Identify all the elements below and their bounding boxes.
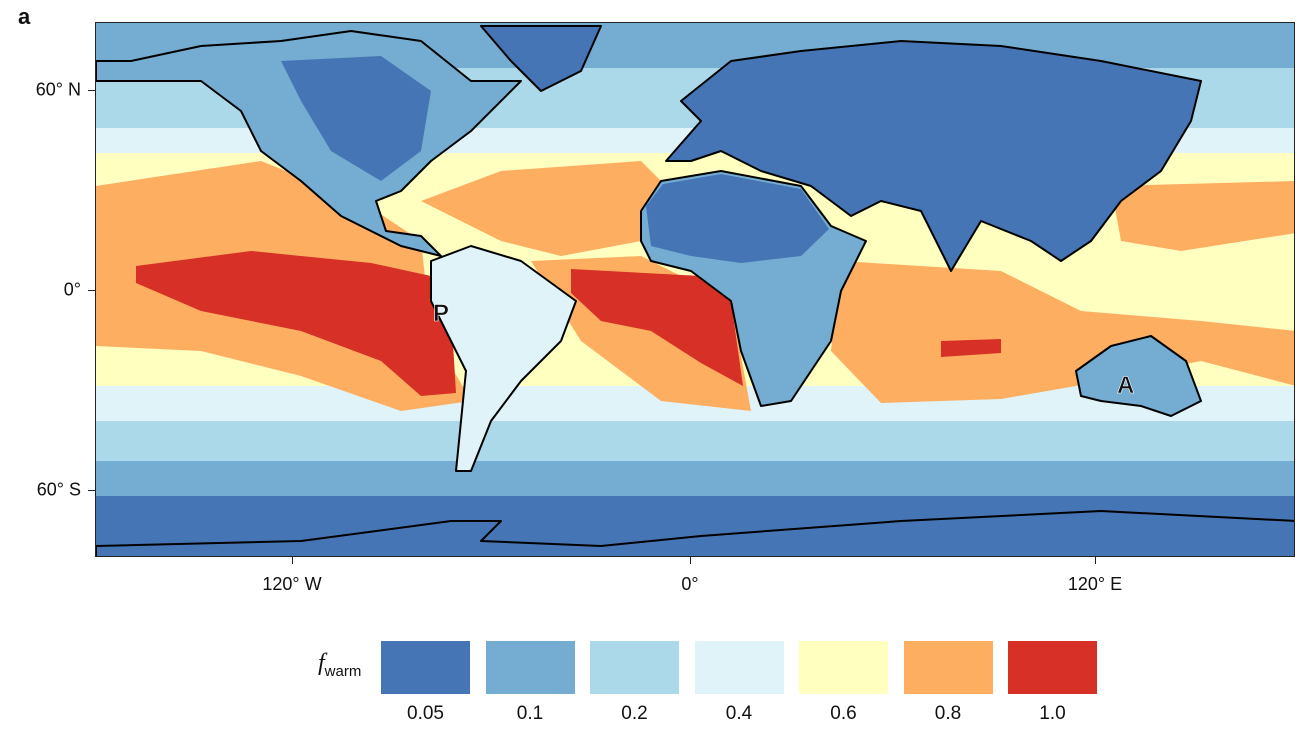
legend-swatch: [381, 641, 470, 694]
greenland: [480, 25, 602, 92]
x-tick: [690, 557, 691, 564]
annotation-a: A: [1117, 372, 1134, 399]
sahara: [646, 174, 829, 263]
y-tick: [88, 90, 95, 91]
y-tick-label: 0°: [63, 279, 81, 300]
x-tick-label: 120° E: [1067, 574, 1123, 594]
legend-label: 0.05: [407, 703, 444, 724]
panel-label: a: [18, 4, 31, 29]
legend-swatch: [1008, 641, 1097, 694]
y-tick: [88, 490, 95, 491]
legend-swatch: [590, 641, 679, 694]
legend-label: 0.4: [725, 703, 753, 724]
y-tick: [88, 290, 95, 291]
x-tick: [1095, 557, 1096, 564]
legend-swatch: [485, 641, 575, 694]
legend-label: 0.1: [516, 703, 544, 724]
legend-swatch: [903, 641, 993, 694]
annotation-p: P: [433, 300, 449, 327]
legend-label: 1.0: [1039, 703, 1066, 724]
legend-label: 0.2: [621, 703, 648, 724]
world-map: P A: [95, 22, 1295, 557]
legend-symbol: f: [318, 650, 325, 676]
x-tick-label: 120° W: [262, 574, 322, 594]
continents: [96, 25, 1294, 556]
x-tick-label: 0°: [681, 574, 699, 594]
legend-title: fwarm: [318, 650, 361, 680]
legend-label: 0.8: [934, 703, 962, 724]
eurasia: [665, 40, 1202, 272]
y-tick-label: 60° N: [35, 79, 81, 100]
legend-swatch: [799, 641, 888, 694]
antarctica: [96, 510, 1294, 556]
x-tick: [292, 557, 293, 564]
y-tick-label: 60° S: [36, 479, 81, 500]
australia: [1075, 335, 1202, 417]
map-canvas: P A: [96, 23, 1294, 556]
north-america-interior: [281, 56, 431, 181]
legend-subscript: warm: [324, 662, 362, 680]
legend-label: 0.6: [830, 703, 857, 724]
south-america: [430, 245, 577, 472]
legend-swatch: [694, 641, 784, 694]
